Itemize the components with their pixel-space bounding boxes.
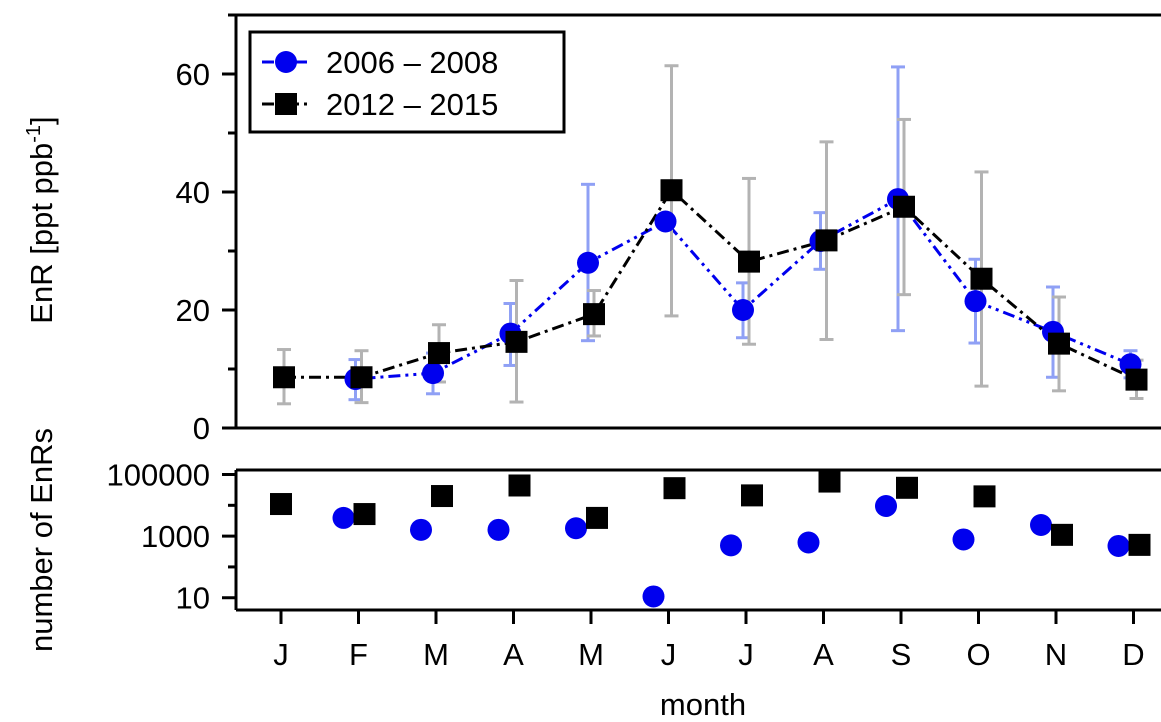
count-point-2012 — [818, 470, 841, 493]
count-point-2006 — [410, 518, 432, 541]
x-tick-label: A — [813, 637, 834, 672]
data-point-2012 — [815, 229, 838, 252]
count-point-2012 — [508, 474, 531, 497]
bottom-y-tick-label: 1000 — [141, 519, 210, 554]
count-point-2012 — [1051, 523, 1073, 546]
top-y-tick-label: 20 — [176, 293, 210, 328]
data-point-2012 — [1125, 368, 1148, 391]
count-point-2006 — [875, 494, 897, 517]
legend-box — [248, 30, 566, 134]
data-point-2012 — [273, 366, 295, 389]
top-y-tick-label: 40 — [176, 175, 210, 210]
top-y-tick-label: 60 — [176, 57, 210, 92]
data-point-2012 — [660, 179, 683, 202]
count-point-2006 — [797, 531, 820, 554]
enr-panel: 0 20 40 60 — [176, 13, 1161, 446]
count-point-2006 — [1030, 513, 1052, 536]
count-point-2012 — [270, 493, 292, 516]
x-tick-label: J — [661, 637, 677, 672]
x-axis-title: month — [660, 687, 746, 722]
top-y-tick-label: 0 — [193, 411, 210, 446]
count-point-2012 — [741, 484, 763, 507]
count-point-2012 — [973, 485, 996, 508]
x-tick-label: J — [738, 637, 754, 672]
count-point-2006 — [720, 534, 742, 557]
top-y-axis-title: EnR [ppt ppb-1] — [23, 116, 59, 323]
count-point-2012 — [431, 485, 453, 508]
x-tick-label: M — [578, 637, 604, 672]
x-tick-label: S — [891, 637, 912, 672]
bottom-y-tick-label: 100000 — [107, 458, 210, 493]
data-point-2012 — [505, 330, 528, 353]
x-tick-label: D — [1122, 637, 1144, 672]
count-point-2012 — [586, 506, 608, 529]
count-point-2006 — [487, 518, 510, 541]
series-line-2012 — [284, 187, 1138, 381]
data-point-2006 — [654, 210, 677, 233]
top-y-axis-title-main: EnR [ppt ppb — [24, 143, 59, 324]
data-point-2012 — [738, 250, 760, 273]
count-point-2006 — [332, 506, 355, 529]
count-point-2006 — [642, 585, 665, 608]
count-point-2012 — [353, 503, 376, 526]
data-point-2006 — [732, 299, 754, 321]
x-tick-label: F — [349, 637, 368, 672]
data-point-2012 — [350, 366, 373, 389]
count-point-2006 — [1107, 534, 1130, 557]
data-point-2012 — [893, 195, 915, 218]
x-tick-label: M — [423, 637, 449, 672]
data-point-2012 — [970, 267, 993, 290]
count-point-2012 — [896, 476, 918, 499]
top-y-axis-title-close: ] — [24, 116, 59, 125]
count-panel: 10 1000 100000 J F M A M J J A S O N D — [107, 458, 1161, 672]
legend-label-2006: 2006 – 2008 — [326, 45, 498, 80]
legend: 2006 – 2008 2012 – 2015 — [248, 30, 566, 134]
data-point-2006 — [964, 290, 987, 313]
count-point-2006 — [565, 517, 587, 540]
legend-label-2012: 2012 – 2015 — [326, 87, 498, 122]
data-point-2006 — [422, 362, 444, 385]
bottom-y-axis-title: number of EnRs — [24, 428, 59, 652]
count-point-2006 — [952, 528, 975, 551]
bottom-y-tick-label: 10 — [176, 581, 210, 616]
count-point-2012 — [1128, 533, 1151, 556]
data-point-2012 — [428, 342, 450, 365]
x-tick-label: O — [966, 637, 990, 672]
top-y-axis-title-sup: -1 — [23, 125, 45, 143]
legend-marker-2012 — [275, 93, 297, 115]
x-tick-label: N — [1045, 637, 1067, 672]
x-tick-label: A — [503, 637, 524, 672]
count-point-2012 — [663, 477, 686, 500]
data-point-2012 — [1048, 332, 1070, 355]
x-tick-label: J — [273, 637, 289, 672]
data-point-2012 — [583, 303, 605, 326]
data-point-2006 — [577, 251, 599, 274]
legend-marker-2006 — [275, 51, 297, 73]
